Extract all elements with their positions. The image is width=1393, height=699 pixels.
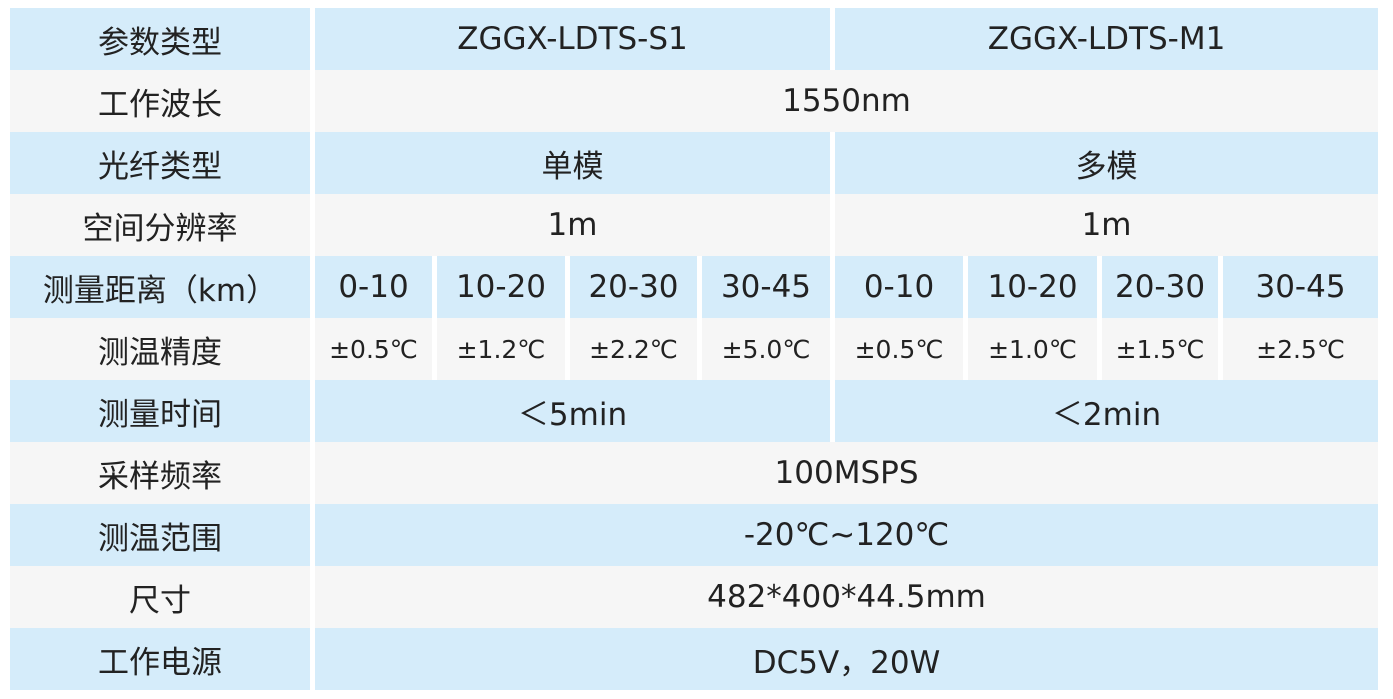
cell-value: 1550nm — [315, 70, 1379, 132]
spec-table: 参数类型 ZGGX-LDTS-S1 ZGGX-LDTS-M1 工作波长 1550… — [5, 8, 1383, 690]
row-label: 采样频率 — [10, 442, 310, 504]
row-label: 测量时间 — [10, 380, 310, 442]
cell: ±5.0℃ — [702, 318, 831, 380]
row-accuracy: 测温精度 ±0.5℃ ±1.2℃ ±2.2℃ ±5.0℃ ±0.5℃ ±1.0℃… — [10, 318, 1379, 380]
cell: 10-20 — [968, 256, 1098, 318]
row-label: 测温精度 — [10, 318, 310, 380]
cell: 10-20 — [437, 256, 565, 318]
row-time: 测量时间 ＜5min ＜2min — [10, 380, 1379, 442]
cell-value: 100MSPS — [315, 442, 1379, 504]
row-label: 参数类型 — [10, 8, 310, 70]
cell-s1: ZGGX-LDTS-S1 — [315, 8, 831, 70]
cell-s1: 1m — [315, 194, 831, 256]
cell-m1: ＜2min — [835, 380, 1379, 442]
cell-s1: 单模 — [315, 132, 831, 194]
row-range: 测温范围 -20℃~120℃ — [10, 504, 1379, 566]
row-power: 工作电源 DC5V，20W — [10, 628, 1379, 690]
cell: 0-10 — [315, 256, 432, 318]
cell: ±1.2℃ — [437, 318, 565, 380]
cell: 20-30 — [570, 256, 697, 318]
row-label: 光纤类型 — [10, 132, 310, 194]
row-label: 尺寸 — [10, 566, 310, 628]
row-wavelength: 工作波长 1550nm — [10, 70, 1379, 132]
row-label: 工作电源 — [10, 628, 310, 690]
cell: ±1.5℃ — [1102, 318, 1219, 380]
cell: 0-10 — [835, 256, 964, 318]
row-label: 工作波长 — [10, 70, 310, 132]
cell-m1: 1m — [835, 194, 1379, 256]
cell: 20-30 — [1102, 256, 1219, 318]
cell: 30-45 — [702, 256, 831, 318]
cell: 30-45 — [1223, 256, 1379, 318]
cell-value: 482*400*44.5mm — [315, 566, 1379, 628]
cell-s1: ＜5min — [315, 380, 831, 442]
cell-m1: 多模 — [835, 132, 1379, 194]
row-label: 测温范围 — [10, 504, 310, 566]
row-label: 空间分辨率 — [10, 194, 310, 256]
cell-value: DC5V，20W — [315, 628, 1379, 690]
row-model: 参数类型 ZGGX-LDTS-S1 ZGGX-LDTS-M1 — [10, 8, 1379, 70]
cell-value: -20℃~120℃ — [315, 504, 1379, 566]
row-sampling: 采样频率 100MSPS — [10, 442, 1379, 504]
row-distance: 测量距离（km） 0-10 10-20 20-30 30-45 0-10 10-… — [10, 256, 1379, 318]
row-label: 测量距离（km） — [10, 256, 310, 318]
row-resolution: 空间分辨率 1m 1m — [10, 194, 1379, 256]
cell: ±0.5℃ — [835, 318, 964, 380]
cell: ±0.5℃ — [315, 318, 432, 380]
cell: ±2.5℃ — [1223, 318, 1379, 380]
cell-m1: ZGGX-LDTS-M1 — [835, 8, 1379, 70]
cell: ±2.2℃ — [570, 318, 697, 380]
row-size: 尺寸 482*400*44.5mm — [10, 566, 1379, 628]
row-fiber: 光纤类型 单模 多模 — [10, 132, 1379, 194]
cell: ±1.0℃ — [968, 318, 1098, 380]
